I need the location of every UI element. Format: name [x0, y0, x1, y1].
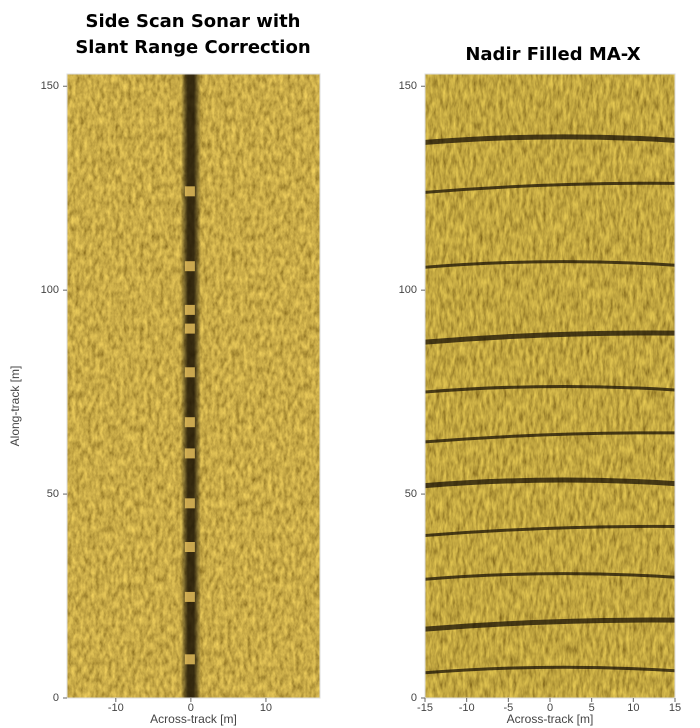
- nadir-highlight: [184, 542, 195, 552]
- x-tick-label: -10: [459, 702, 475, 714]
- nadir-highlight: [184, 498, 195, 509]
- shadow-streak: [424, 665, 676, 675]
- plot-frame: [66, 73, 321, 699]
- y-tick-label: 50: [405, 488, 417, 500]
- y-tick-label: 100: [399, 284, 417, 296]
- x-tick-label: 0: [547, 702, 553, 714]
- x-tick-label: 0: [188, 702, 194, 714]
- x-tick-label: -15: [417, 702, 433, 714]
- x-axis-label: Across-track [m]: [507, 712, 594, 726]
- x-tick-label: 5: [589, 702, 595, 714]
- shadow-streak: [424, 260, 676, 269]
- nadir-highlight: [184, 261, 195, 272]
- chart-title: Side Scan Sonar with: [85, 11, 300, 32]
- y-tick-label: 50: [47, 488, 59, 500]
- x-tick-label: 10: [260, 702, 272, 714]
- shadow-streak: [424, 617, 676, 632]
- shadow-streak: [424, 524, 676, 538]
- nadir-highlight: [184, 323, 195, 334]
- y-tick-label: 0: [411, 692, 417, 704]
- nadir-highlight: [184, 591, 195, 602]
- y-tick-label: 150: [41, 80, 59, 92]
- shadow-streak: [424, 384, 676, 394]
- nadir-highlight: [184, 186, 195, 197]
- y-tick-label: 150: [399, 80, 417, 92]
- nadir-highlight: [184, 448, 195, 459]
- shadow-streak: [424, 477, 676, 489]
- shadow-streak: [424, 330, 676, 345]
- y-tick-label: 100: [41, 284, 59, 296]
- y-tick-label: 0: [53, 692, 59, 704]
- y-axis-label: Along-track [m]: [8, 366, 22, 447]
- nadir-highlight: [184, 367, 195, 378]
- shadow-streak: [424, 134, 676, 145]
- x-tick-label: -5: [503, 702, 513, 714]
- nadir-highlight: [184, 304, 195, 315]
- chart-title: Nadir Filled MA-X: [465, 44, 640, 65]
- shadow-streak: [424, 431, 676, 444]
- shadow-streak: [424, 181, 676, 194]
- nadir-band: [180, 74, 201, 698]
- nadir-highlight: [184, 654, 195, 665]
- chart-title: Slant Range Correction: [75, 37, 310, 58]
- x-tick-label: 10: [627, 702, 639, 714]
- x-axis-label: Across-track [m]: [150, 712, 237, 726]
- nadir-highlight: [184, 417, 195, 428]
- shadow-streak: [424, 572, 676, 581]
- x-tick-label: -10: [108, 702, 124, 714]
- x-tick-label: 15: [669, 702, 681, 714]
